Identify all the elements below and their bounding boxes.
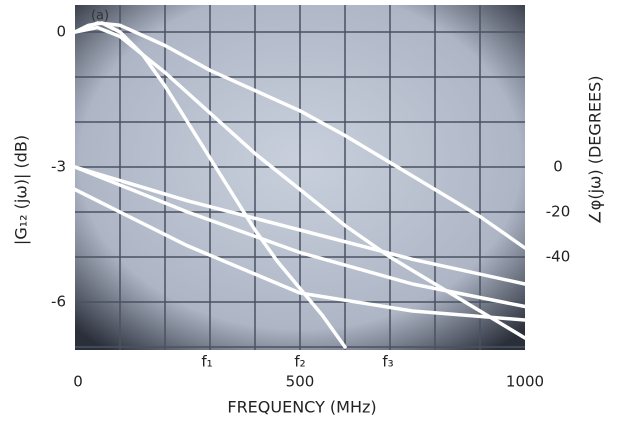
annotation: f₃ xyxy=(382,353,393,371)
y2-axis-label: ∠φ(jω) (DEGREES) xyxy=(586,75,605,224)
x-axis-label: FREQUENCY (MHz) xyxy=(227,398,376,417)
chart: FREQUENCY (MHz) |G₁₂ (jω)| (dB) ∠φ(jω) (… xyxy=(0,0,622,421)
x-tick-label: 0 xyxy=(73,373,83,391)
y-axis-label: |G₁₂ (jω)| (dB) xyxy=(12,135,31,245)
annotation: f₂ xyxy=(294,353,305,371)
x-tick-label: 1000 xyxy=(506,373,544,391)
annotation: (a) xyxy=(91,9,109,24)
y-tick-label: -6 xyxy=(51,293,66,311)
y-tick-label: -3 xyxy=(51,158,66,176)
y2-tick-label: 0 xyxy=(553,158,563,176)
y2-tick-label: -20 xyxy=(546,203,571,221)
x-tick-label: 500 xyxy=(286,373,315,391)
y-tick-label: 0 xyxy=(56,23,66,41)
y2-tick-label: -40 xyxy=(546,248,571,266)
annotation: f₁ xyxy=(201,353,212,371)
